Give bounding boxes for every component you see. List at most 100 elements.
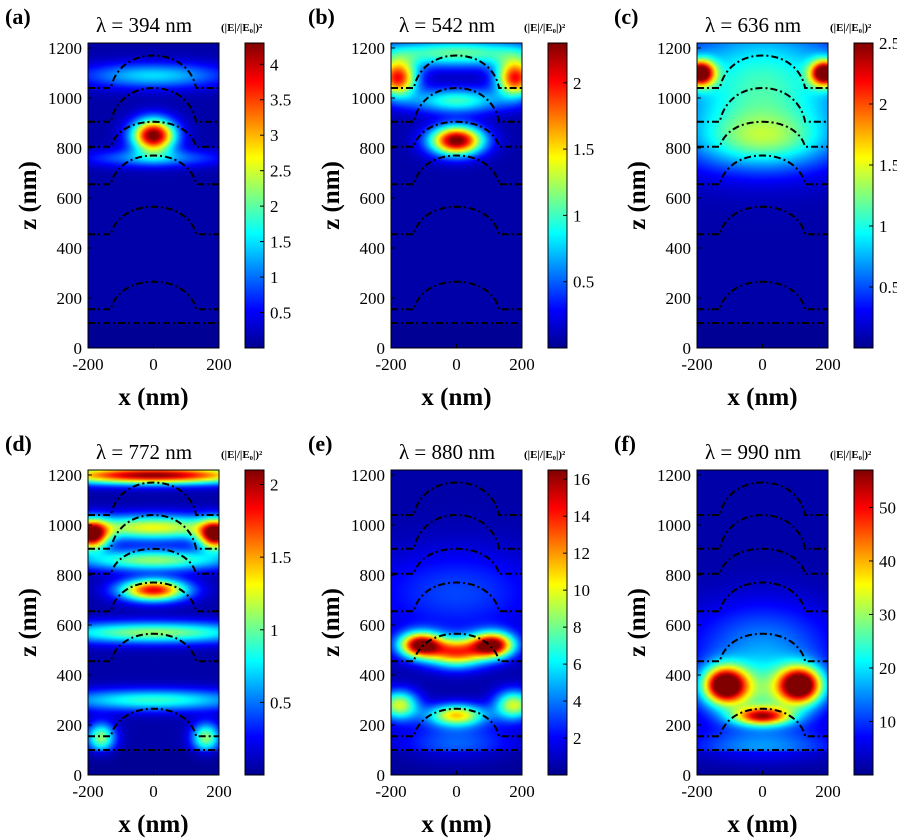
y-tick-label: 1000 [657,89,691,108]
x-axis-label: x (nm) [421,384,491,411]
y-tick-label: 1200 [657,39,691,58]
colorbar-tick-label: 6 [573,655,582,674]
structure-outline [697,547,828,575]
y-tick-label: 600 [666,189,692,208]
panel-label: (f) [614,431,636,456]
heatmap-image [697,470,828,775]
colorbar-tick-label: 1.5 [270,548,291,567]
y-tick-label: 1000 [351,516,385,535]
colorbar-label: (|E|/|E₀|)² [830,22,872,34]
colorbar-tick-label: 2 [270,476,279,495]
y-tick-label: 800 [666,566,692,585]
panel-title: λ = 542 nm [399,13,495,37]
x-tick-label: -200 [681,355,712,374]
colorbar [244,469,265,776]
panel-title: λ = 394 nm [96,13,192,37]
panel-label: (a) [5,4,31,29]
structure-outline [88,154,219,186]
structure-outline [88,205,219,236]
colorbar-tick-label: 1 [270,268,279,287]
colorbar-label: (|E|/|E₀|)² [221,22,263,34]
x-tick-label: -200 [375,355,406,374]
y-tick-label: 600 [57,616,83,635]
colorbar-tick-label: 2 [270,197,279,216]
colorbar-tick-label: 2 [573,74,582,93]
colorbar-tick-label: 0.5 [879,278,897,297]
x-axis-label: x (nm) [118,811,188,838]
y-tick-label: 0 [74,766,83,785]
y-tick-label: 1000 [48,89,82,108]
colorbar-tick-label: 20 [879,659,896,678]
structure-outline [697,513,828,550]
y-tick-label: 1000 [351,89,385,108]
y-axis-label: z (nm) [624,588,651,657]
colorbar [547,42,568,349]
y-tick-label: 400 [360,666,386,685]
structure-outline [88,120,219,148]
y-tick-label: 800 [666,139,692,158]
y-tick-label: 200 [360,289,386,308]
colorbar-tick-label: 2 [573,729,582,748]
panel-title: λ = 636 nm [705,13,801,37]
structure-outline [697,707,828,738]
heatmap-image [697,43,828,348]
y-axis-label: z (nm) [624,161,651,230]
x-tick-label: -200 [375,782,406,801]
colorbar-tick-label: 1 [270,621,279,640]
panel-label: (e) [308,431,332,456]
x-tick-label: 0 [758,355,767,374]
structure-outline [697,54,828,89]
y-tick-label: 0 [74,339,83,358]
x-tick-label: 0 [452,355,461,374]
structure-outline [391,707,522,738]
x-axis-label: x (nm) [421,811,491,838]
y-tick-label: 0 [377,766,386,785]
x-tick-label: 200 [815,355,841,374]
x-tick-label: 200 [509,355,535,374]
structure-outline [391,86,522,123]
y-tick-label: 0 [683,339,692,358]
structure-outline [697,154,828,186]
y-tick-label: 1000 [48,516,82,535]
x-tick-label: -200 [72,782,103,801]
colorbar-tick-label: 10 [573,581,590,600]
structure-outline [391,205,522,236]
y-axis-label: z (nm) [318,588,345,657]
y-tick-label: 800 [57,566,83,585]
structure-outline [697,120,828,148]
structure-outline [697,632,828,663]
y-axis-label: z (nm) [318,161,345,230]
colorbar-tick-label: 8 [573,618,582,637]
colorbar-tick-label: 4 [270,55,279,74]
panel-title: λ = 990 nm [705,440,801,464]
y-tick-label: 200 [666,716,692,735]
structure-outline [697,86,828,123]
structure-outline [391,581,522,613]
x-axis-label: x (nm) [727,384,797,411]
panel-label: (c) [614,4,638,29]
structure-outline [88,632,219,663]
y-tick-label: 600 [360,616,386,635]
structure-outline [88,707,219,738]
y-tick-label: 1200 [657,466,691,485]
panel-label: (b) [308,4,335,29]
heatmap-image [88,43,219,348]
y-tick-label: 200 [360,716,386,735]
x-tick-label: 200 [815,782,841,801]
structure-outline [88,86,219,123]
colorbar-tick-label: 2.5 [270,162,291,181]
y-tick-label: 600 [360,189,386,208]
structure-outline [88,581,219,613]
y-tick-label: 1200 [48,39,82,58]
colorbar-tick-label: 1 [879,217,888,236]
structure-outline [391,481,522,516]
x-axis-label: x (nm) [727,811,797,838]
structure-outline [88,547,219,575]
x-tick-label: -200 [72,355,103,374]
colorbar-tick-label: 30 [879,605,896,624]
